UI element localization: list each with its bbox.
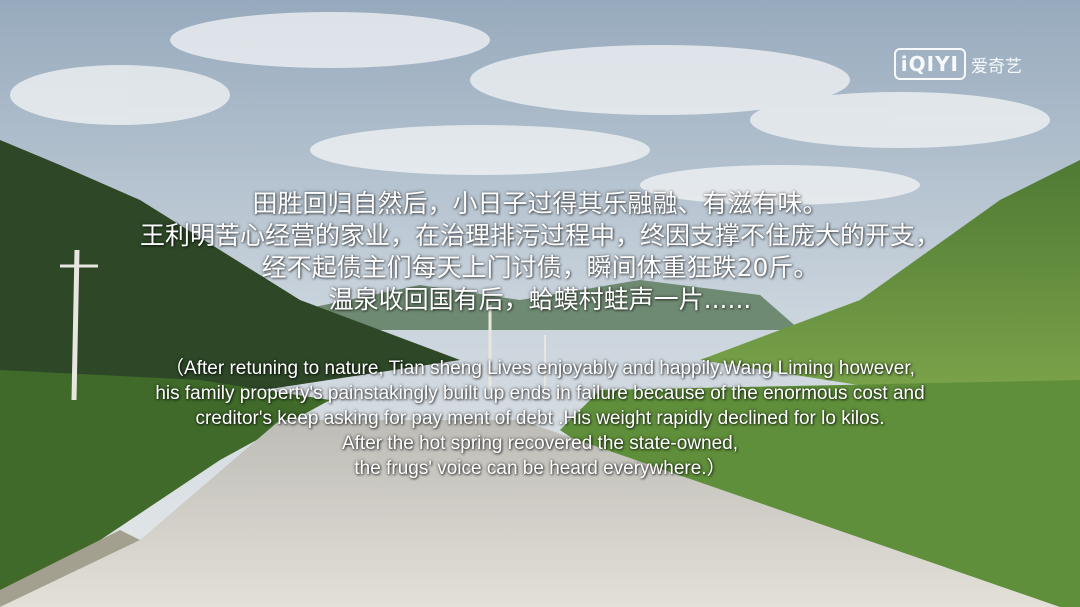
subtitle-cn-line: 田胜回归自然后，小日子过得其乐融融、有滋有味。 (252, 189, 828, 218)
utility-poles (60, 249, 546, 401)
subtitle-en-line: After the hot spring recovered the state… (341, 433, 739, 454)
subtitle-cn-line: 经不起债主们每天上门讨债，瞬间体重狂跌20斤。 (261, 253, 819, 282)
clouds (10, 12, 1050, 205)
subtitle-en-line: his family property's painstakingly buil… (155, 383, 925, 404)
left-field (0, 370, 330, 607)
subtitle-cn-line: 王利明苦心经营的家业，在治理排污过程中，终因支撑不住庞大的开支， (139, 221, 940, 250)
distant-mountains (300, 280, 800, 330)
right-hill (700, 160, 1080, 420)
english-subtitle: （After retuning to nature, Tian sheng Li… (0, 356, 1080, 481)
logo-box: iQIYI (893, 48, 966, 80)
subtitle-en-line: （After retuning to nature, Tian sheng Li… (165, 358, 915, 379)
subtitle-en-line: the frugs' voice can be heard everywhere… (354, 458, 726, 479)
logo-text: 爱奇艺 (971, 56, 1022, 77)
subtitle-cn-line: 温泉收回国有后，蛤蟆村蛙声一片...... (328, 285, 752, 314)
road-shoulder (0, 530, 140, 607)
iqiyi-watermark-logo: iQIYI 爱奇艺 (893, 48, 1022, 80)
left-hill (0, 140, 460, 430)
subtitle-en-line: creditor's keep asking for pay ment of d… (195, 408, 885, 429)
right-field (560, 380, 1080, 607)
chinese-subtitle: 田胜回归自然后，小日子过得其乐融融、有滋有味。 王利明苦心经营的家业，在治理排污… (0, 188, 1080, 316)
road (0, 420, 1060, 607)
